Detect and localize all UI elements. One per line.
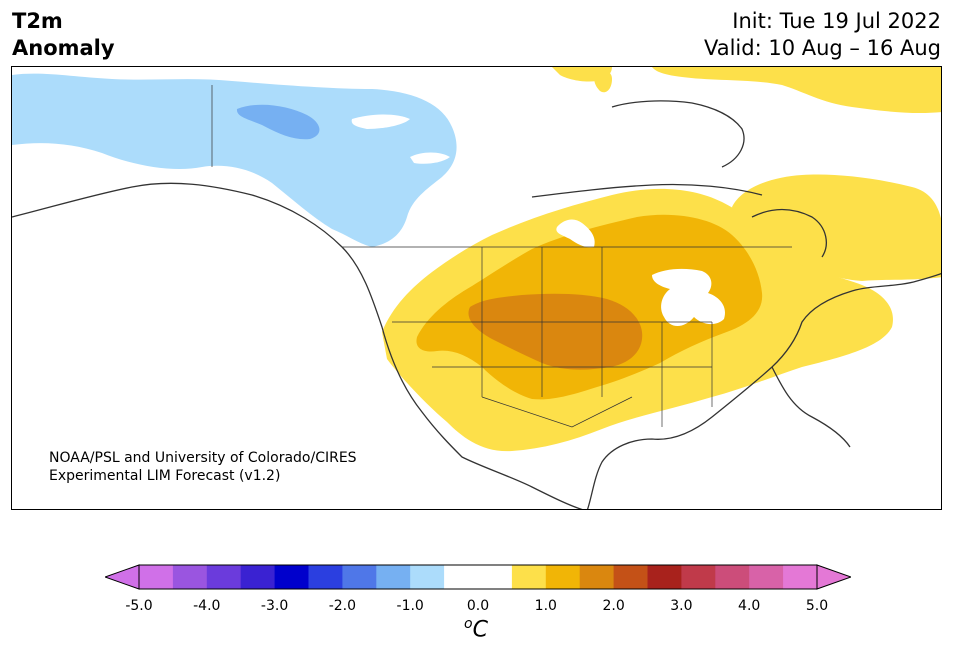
colorbar-segment: [478, 565, 513, 589]
colorbar-tick-label: -4.0: [193, 598, 221, 614]
colorbar-segment: [206, 565, 242, 589]
warm-anomaly-strong: [468, 293, 643, 370]
colorbar-unit: oC: [464, 616, 488, 642]
coastlines: [12, 100, 941, 509]
anomaly-map: [11, 66, 942, 510]
colorbar-tick-label: 1.0: [534, 598, 557, 614]
colorbar: [103, 564, 853, 594]
colorbar-svg: [103, 564, 853, 590]
unit-letter: C: [472, 617, 488, 643]
credit-text: NOAA/PSL and University of Colorado/CIRE…: [49, 449, 357, 485]
cold-anomaly-region: [12, 73, 457, 248]
colorbar-tick-label: -1.0: [396, 598, 424, 614]
colorbar-segment: [342, 565, 377, 589]
colorbar-extend-low: [103, 564, 140, 590]
valid-date: Valid: 10 Aug – 16 Aug: [703, 36, 941, 60]
title-line-2: Anomaly: [12, 36, 115, 60]
colorbar-segment: [613, 565, 648, 589]
colorbar-segment: [172, 565, 208, 589]
colorbar-segment: [647, 565, 682, 589]
colorbar-segment: [783, 565, 818, 589]
colorbar-segment: [749, 565, 784, 589]
unit-degree: o: [464, 616, 473, 632]
colorbar-tick-label: -2.0: [328, 598, 357, 614]
great-lakes: [652, 268, 726, 326]
colorbar-tick-label: 5.0: [805, 598, 829, 614]
colorbar-segment: [545, 565, 581, 589]
white-patch-alberta: [556, 219, 595, 248]
colorbar-tick-label: -5.0: [125, 598, 153, 614]
colorbar-segment: [715, 565, 750, 589]
colorbar-tick-label: 0.0: [466, 598, 490, 614]
colorbar-segment: [240, 565, 276, 589]
white-patch-nwt: [351, 114, 410, 129]
credit-line-1: NOAA/PSL and University of Colorado/CIRE…: [49, 450, 357, 466]
map-canvas: [12, 67, 941, 509]
colorbar-extend-high: [816, 564, 853, 590]
colorbar-segment: [308, 565, 343, 589]
colorbar-segment: [139, 565, 174, 589]
warm-anomaly-arctic-2: [594, 70, 612, 93]
colorbar-segment: [444, 565, 479, 589]
init-date: Init: Tue 19 Jul 2022: [732, 9, 941, 33]
colorbar-tick-label: 3.0: [670, 598, 693, 614]
colorbar-tick-label: 2.0: [602, 598, 625, 614]
credit-line-2: Experimental LIM Forecast (v1.2): [49, 468, 281, 484]
white-patch-nwt-2: [410, 152, 450, 164]
colorbar-outline: [138, 564, 818, 590]
warm-anomaly-quebec: [732, 174, 941, 281]
colorbar-segment: [681, 565, 716, 589]
colorbar-segment: [376, 565, 411, 589]
cold-anomaly-core: [236, 104, 320, 140]
map-title: T2m Anomaly: [12, 8, 115, 62]
colorbar-segment: [274, 565, 309, 589]
colorbar-tick-label: -3.0: [260, 598, 289, 614]
warm-anomaly-greenland: [652, 67, 941, 114]
colorbar-tick-label: 4.0: [738, 598, 761, 614]
forecast-dates: Init: Tue 19 Jul 2022 Valid: 10 Aug – 16…: [704, 8, 941, 62]
colorbar-segment: [410, 565, 445, 589]
title-line-1: T2m: [12, 9, 63, 33]
political-borders: [211, 85, 792, 428]
colorbar-segment: [511, 565, 547, 589]
colorbar-segment: [579, 565, 615, 589]
